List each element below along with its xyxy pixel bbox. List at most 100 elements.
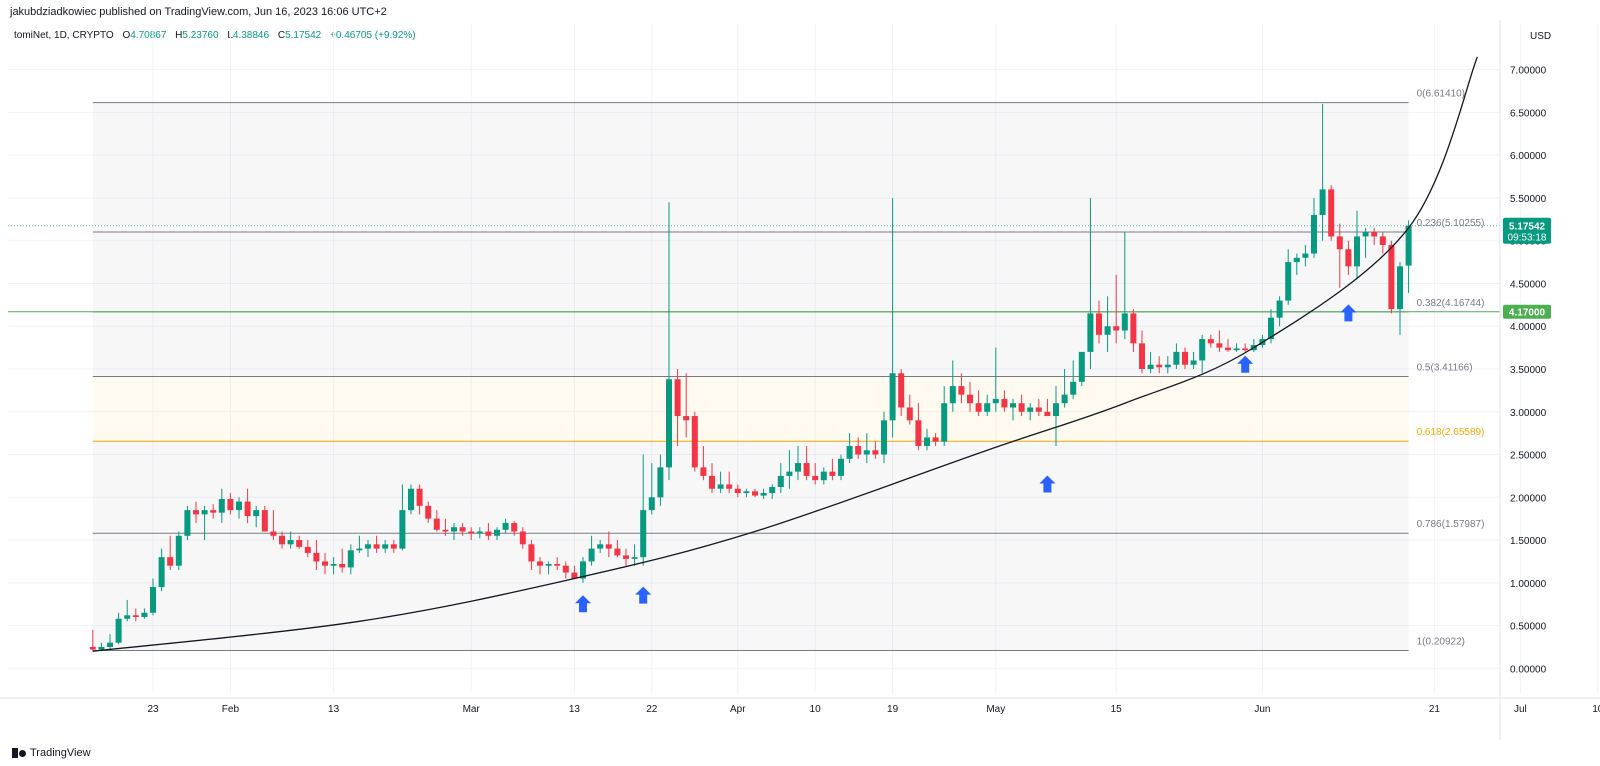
open-label: O <box>122 30 131 41</box>
candle-body <box>898 373 905 408</box>
candle-body <box>1078 351 1085 382</box>
candle-body <box>1388 244 1395 310</box>
candle-body <box>958 386 965 395</box>
candle-body <box>1276 300 1283 318</box>
candle-body <box>115 618 122 643</box>
candle-body <box>373 544 380 549</box>
candle-body <box>210 510 217 513</box>
candle-body <box>932 437 939 442</box>
candle-body <box>347 550 354 568</box>
close-label: C <box>277 30 286 41</box>
candle-body <box>717 484 724 489</box>
fib-zone <box>92 231 1409 312</box>
candle-body <box>1362 232 1369 237</box>
candle-body <box>1027 407 1034 412</box>
candle-body <box>838 458 844 476</box>
candle-body <box>709 475 715 489</box>
candle-body <box>1001 398 1008 408</box>
candle-body <box>1173 351 1180 365</box>
candle-body <box>872 450 879 455</box>
x-tick-label: Jun <box>1254 704 1270 715</box>
candle-body <box>485 531 492 536</box>
candle-body <box>820 471 827 481</box>
candle-body <box>399 510 406 549</box>
candle-body <box>1010 403 1016 408</box>
x-tick-label: 10 <box>810 704 822 715</box>
candle-body <box>382 544 389 549</box>
y-tick-label: 3.50000 <box>1510 365 1547 376</box>
candle-body <box>812 475 819 481</box>
candle-body <box>537 561 543 566</box>
candle-body <box>855 445 862 455</box>
candle-body <box>889 373 896 421</box>
y-tick-label: 6.00000 <box>1510 151 1547 162</box>
y-tick-label: 7.00000 <box>1510 66 1547 77</box>
y-tick-label: 6.50000 <box>1510 108 1547 119</box>
y-tick-label: 1.50000 <box>1510 536 1547 547</box>
candle-body <box>167 557 174 566</box>
candle-body <box>1096 313 1102 335</box>
candle-body <box>1371 232 1378 237</box>
candle-body <box>605 544 612 549</box>
candle-body <box>1242 348 1249 351</box>
candle-body <box>1147 364 1154 369</box>
candle-body <box>545 564 552 566</box>
candle-body <box>184 510 191 536</box>
candle-body <box>777 475 784 488</box>
fib-zone <box>92 376 1409 442</box>
y-tick-label: 4.00000 <box>1510 322 1547 333</box>
candle-body <box>967 394 973 404</box>
x-tick-label: Jul <box>1514 704 1527 715</box>
candle-body <box>356 548 363 551</box>
horizontal-line-badge <box>1503 304 1551 319</box>
x-tick-label: 10 <box>1592 704 1600 715</box>
candle-body <box>1164 364 1171 368</box>
high-value: 5.23760 <box>182 30 219 41</box>
candle-body <box>270 531 277 536</box>
arrow-markers[interactable] <box>575 304 1357 613</box>
candle-body <box>313 552 320 562</box>
candle-body <box>1345 249 1352 267</box>
candle-body <box>218 499 225 513</box>
fib-level-label: 1(0.20922) <box>1417 636 1465 647</box>
countdown-label: 09:53:18 <box>1508 233 1547 244</box>
x-tick-label: 15 <box>1111 704 1123 715</box>
candle-body <box>614 548 621 556</box>
y-tick-label: 1.00000 <box>1510 579 1547 590</box>
candle-body <box>141 612 148 618</box>
candle-body <box>236 501 242 511</box>
candle-body <box>881 420 887 455</box>
candle-body <box>683 416 690 421</box>
fibonacci-retracement[interactable]: 0(6.61410) 0.236(5.10255) 0.382(4.16744) 0.… <box>8 89 1500 651</box>
candle-body <box>691 416 698 468</box>
y-tick-label: 5.50000 <box>1510 194 1547 205</box>
fib-level-label: 0.5(3.41166) <box>1417 363 1473 374</box>
candle-body <box>124 615 131 619</box>
candle-body <box>1311 215 1317 254</box>
candle-body <box>829 471 836 476</box>
candle-body <box>597 544 604 549</box>
tradingview-footer[interactable]: TradingView <box>12 747 91 759</box>
arrow-up-icon <box>1039 475 1056 493</box>
candle-body <box>1018 403 1025 412</box>
candle-body <box>193 510 199 515</box>
fib-level-label: 0(6.61410) <box>1417 89 1465 100</box>
candle-body <box>760 493 767 496</box>
candle-body <box>1130 313 1137 344</box>
candle-body <box>949 386 956 404</box>
candle-body <box>304 546 311 553</box>
parabolic-curve[interactable] <box>92 56 1479 652</box>
candle-body <box>1139 343 1145 369</box>
candle-body <box>1336 236 1343 250</box>
candle-body <box>648 497 655 511</box>
candle-body <box>158 557 165 588</box>
candle-body <box>1328 189 1335 237</box>
candle-body <box>571 572 578 579</box>
candle-body <box>941 403 948 442</box>
candle-body <box>201 510 208 515</box>
candle-body <box>502 522 509 530</box>
last-price-badge <box>1503 217 1551 244</box>
candle-body <box>468 531 475 534</box>
close-value: 5.17542 <box>285 30 322 41</box>
